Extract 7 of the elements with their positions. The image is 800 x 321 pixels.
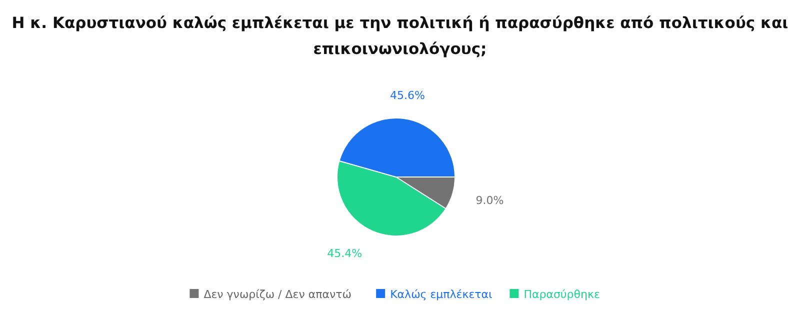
- legend-label: Καλώς εμπλέκεται: [390, 288, 493, 301]
- legend-label: Δεν γνωρίζω / Δεν απαντώ: [204, 288, 352, 301]
- data-label: 45.6%: [390, 88, 425, 102]
- chart-title: Η κ. Καρυστιανού καλώς εμπλέκεται με την πολιτική ή παρασύρθηκε από πολιτικούς και επικοινωνιολόγους;: [12, 14, 788, 58]
- data-label: 45.4%: [327, 246, 362, 260]
- data-label: 9.0%: [476, 194, 504, 208]
- legend-label: Παρασύρθηκε: [524, 288, 600, 301]
